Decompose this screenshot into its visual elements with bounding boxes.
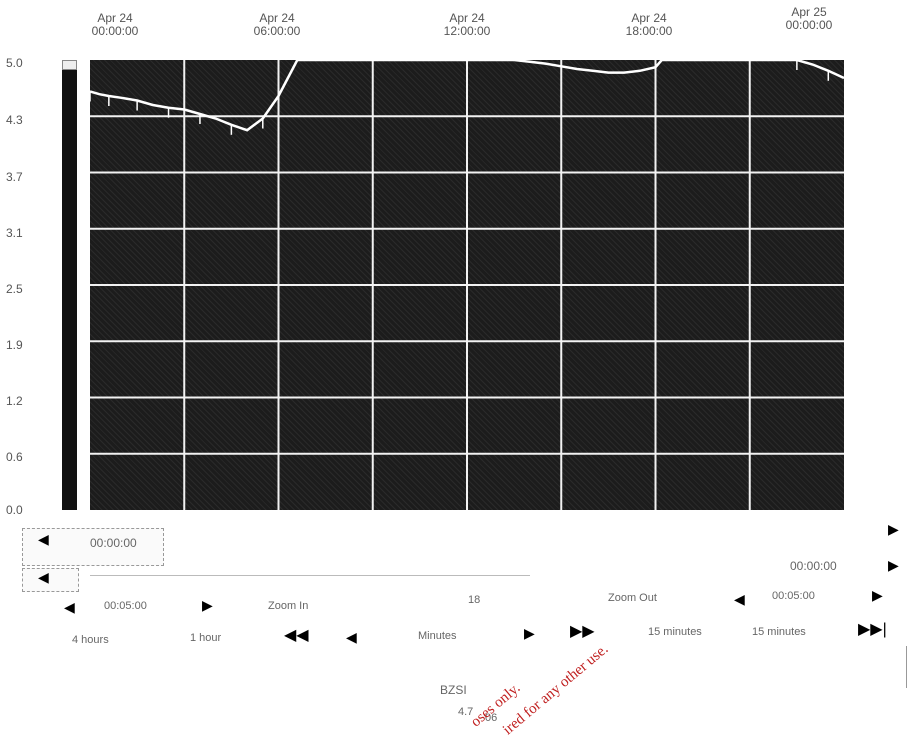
scroll-start-time: 00:00:00 <box>90 536 137 550</box>
scrollbar-bottom[interactable] <box>22 568 79 592</box>
scroll-end-time: 00:00:00 <box>790 559 837 573</box>
back-icon[interactable]: ◀ <box>346 629 357 645</box>
time-label-1: Apr 24 06:00:00 <box>253 11 301 38</box>
zoom-out-button[interactable]: Zoom Out <box>608 592 657 604</box>
step-left-arrow-right[interactable]: ◀ <box>734 591 745 607</box>
scroll-right-arrow[interactable]: ▶ <box>888 521 899 537</box>
step-left-arrow[interactable]: ◀ <box>64 599 75 615</box>
step-value-right: 00:05:00 <box>772 590 815 602</box>
step-right-arrow-right[interactable]: ▶ <box>872 587 883 603</box>
y-tick-label: 3.1 <box>6 226 23 240</box>
time-label-2: Apr 24 12:00:00 <box>443 11 491 38</box>
minutes-dropdown[interactable]: Minutes <box>418 630 457 642</box>
time-label-3: Apr 24 18:00:00 <box>625 11 673 38</box>
y-tick-label: 0.0 <box>6 503 23 517</box>
y-tick-label: 1.2 <box>6 394 23 408</box>
skip-to-end-icon[interactable]: ▶▶| <box>858 621 887 638</box>
zoom-value: 18 <box>468 594 481 606</box>
y-tick-label: 5.0 <box>6 56 23 70</box>
bottom-value: 4.7 <box>458 706 474 718</box>
rewind-icon[interactable]: ◀◀ <box>284 627 309 644</box>
scroll-right-arrow-2[interactable]: ▶ <box>888 557 899 573</box>
scroll-left-arrow[interactable]: ◀ <box>38 531 49 547</box>
step-value-left: 00:05:00 <box>104 600 147 612</box>
y-tick-label: 1.9 <box>6 338 23 352</box>
zoom-in-button[interactable]: Zoom In <box>268 600 309 612</box>
time-label-0: Apr 24 00:00:00 <box>91 11 139 38</box>
chart-svg <box>90 60 844 510</box>
y-tick-label: 0.6 <box>6 450 23 464</box>
level-bar-handle[interactable] <box>62 60 77 70</box>
range-15-minutes[interactable]: 15 minutes <box>648 626 702 638</box>
forward-icon[interactable]: ▶ <box>524 625 535 641</box>
time-label-4: Apr 25 00:00:00 <box>785 5 833 32</box>
scroll-track <box>90 575 530 576</box>
range-15-minutes-right[interactable]: 15 minutes <box>752 626 806 638</box>
scroll-left-arrow-2[interactable]: ◀ <box>38 569 49 585</box>
range-4-hours[interactable]: 4 hours <box>72 634 109 646</box>
plot-area[interactable] <box>90 60 844 510</box>
step-right-arrow[interactable]: ▶ <box>202 597 213 613</box>
bottom-value-2: 06 <box>485 712 498 724</box>
scrollbar-top[interactable] <box>22 528 164 566</box>
fast-forward-icon[interactable]: ▶▶ <box>570 623 595 640</box>
range-1-hour[interactable]: 1 hour <box>190 632 222 644</box>
bottom-label: BZSI <box>440 683 467 697</box>
right-edge-marker <box>906 646 911 688</box>
vertical-level-bar[interactable] <box>62 60 77 510</box>
y-tick-label: 4.3 <box>6 113 23 127</box>
y-tick-label: 2.5 <box>6 282 23 296</box>
series-line-0 <box>90 60 844 132</box>
y-tick-label: 3.7 <box>6 170 23 184</box>
